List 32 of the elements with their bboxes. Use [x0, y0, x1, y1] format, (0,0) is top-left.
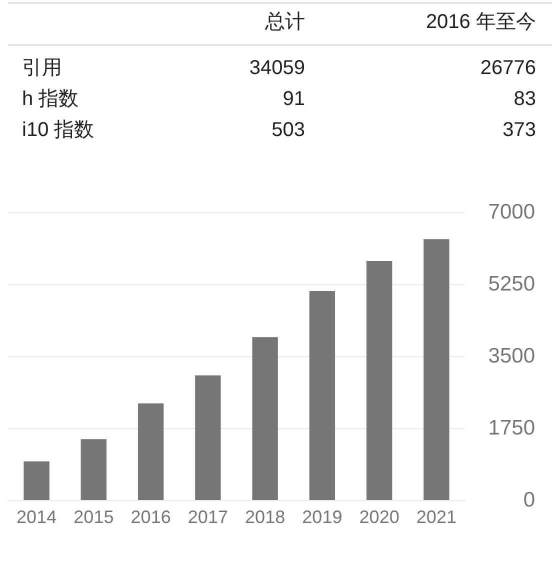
bar: [366, 260, 392, 500]
x-tick-label: 2020: [359, 507, 400, 527]
text: 2016 年至今: [426, 10, 536, 34]
x-tick-label: 2015: [74, 507, 114, 527]
y-tick-label: 0: [523, 488, 535, 512]
data-label: 91: [282, 87, 305, 111]
data-label: 26776: [480, 56, 536, 80]
y-tick-label: 5250: [488, 272, 535, 296]
y-tick-label: 1750: [488, 416, 535, 440]
x-tick-label: 2021: [416, 507, 456, 527]
category-label: i10 指数: [22, 118, 94, 142]
bar: [252, 337, 278, 500]
x-tick-label: 2017: [188, 507, 228, 527]
data-label: 503: [272, 118, 305, 142]
data-label: 373: [502, 118, 536, 142]
category-label: 引用: [22, 56, 62, 80]
data-label: 34059: [249, 56, 305, 80]
bar: [309, 290, 336, 500]
bar: [195, 375, 221, 500]
category-label: h 指数: [22, 87, 79, 111]
bar: [80, 439, 107, 500]
x-tick-label: 2018: [245, 507, 286, 527]
x-tick-label: 2016: [130, 507, 171, 527]
y-tick-label: 3500: [488, 344, 535, 368]
bar: [24, 461, 50, 500]
bar: [424, 239, 450, 500]
x-tick-label: 2019: [302, 507, 342, 527]
text: 总计: [265, 10, 305, 34]
y-tick-label: 7000: [488, 200, 535, 224]
x-tick-label: 2014: [16, 507, 57, 527]
data-label: 83: [514, 87, 536, 111]
bar: [138, 403, 164, 500]
